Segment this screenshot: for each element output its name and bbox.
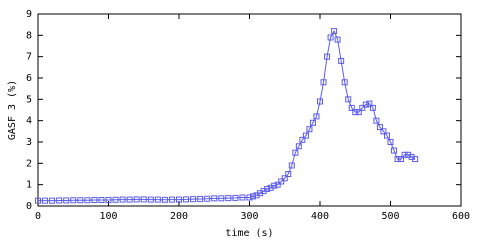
data-point: [317, 98, 323, 105]
data-point: [183, 196, 190, 203]
data-point: [369, 104, 376, 111]
data-point: [154, 196, 161, 203]
data-point: [112, 196, 119, 203]
data-point: [331, 28, 338, 35]
data-point: [126, 196, 133, 203]
data-point: [190, 196, 197, 203]
data-point: [324, 53, 331, 60]
data-point: [348, 104, 355, 111]
data-point: [355, 109, 362, 116]
data-point: [211, 195, 218, 202]
data-point: [239, 194, 246, 201]
y-tick-label: 2: [26, 158, 32, 169]
data-point: [225, 195, 232, 202]
data-point: [292, 149, 299, 156]
data-point: [341, 79, 348, 86]
data-point: [412, 156, 419, 163]
y-tick-label: 6: [26, 73, 32, 84]
data-point: [383, 132, 390, 139]
data-point: [309, 119, 316, 126]
data-point: [366, 100, 373, 107]
data-point: [232, 194, 239, 201]
data-point: [176, 196, 182, 203]
data-point: [320, 79, 327, 86]
data-point: [373, 117, 380, 124]
data-point: [401, 151, 408, 158]
data-point: [264, 185, 271, 192]
y-tick-label: 8: [26, 30, 32, 41]
data-point: [394, 156, 401, 163]
data-point: [63, 197, 70, 204]
data-point: [362, 101, 369, 108]
data-point: [250, 193, 257, 200]
x-tick-label: 400: [311, 211, 329, 222]
data-point: [161, 196, 168, 203]
y-tick-label: 3: [26, 137, 32, 148]
data-point: [49, 197, 56, 204]
data-point: [334, 36, 341, 43]
y-tick-label: 1: [26, 180, 32, 191]
data-point: [84, 197, 91, 204]
data-point: [391, 147, 398, 154]
data-line: [38, 29, 416, 202]
data-point: [140, 196, 147, 203]
data-point: [359, 104, 366, 111]
x-axis-label: time (s): [225, 228, 273, 239]
data-point: [380, 128, 387, 135]
y-axis-label: GASF 3 (%): [7, 80, 18, 140]
data-point: [147, 196, 154, 203]
data-point: [197, 195, 204, 202]
data-point: [306, 126, 313, 133]
data-point: [56, 197, 63, 204]
plot-frame: [37, 13, 462, 207]
data-point: [376, 124, 383, 131]
y-tick-label: 4: [26, 116, 32, 127]
data-point: [105, 197, 112, 204]
data-point: [70, 197, 77, 204]
x-tick-label: 0: [35, 211, 41, 222]
data-point: [345, 96, 352, 103]
data-point: [91, 197, 98, 204]
data-point: [168, 196, 175, 203]
data-point: [246, 194, 253, 201]
data-point: [285, 171, 292, 177]
data-point: [274, 181, 281, 188]
data-point: [302, 132, 309, 139]
x-tick-label: 600: [452, 211, 470, 222]
data-point: [288, 162, 295, 169]
y-tick-label: 5: [26, 94, 32, 105]
x-tick-label: 100: [99, 211, 117, 222]
data-point: [295, 143, 302, 150]
y-tick-label: 7: [26, 52, 32, 63]
data-point: [313, 113, 320, 120]
data-point: [218, 195, 225, 202]
data-point: [119, 196, 126, 203]
data-point: [398, 156, 405, 163]
data-point: [35, 197, 41, 204]
data-point: [281, 175, 288, 182]
data-point: [352, 109, 359, 116]
data-point: [299, 136, 306, 143]
y-tick-label: 9: [26, 9, 32, 20]
x-tick-label: 300: [240, 211, 258, 222]
data-point: [42, 197, 49, 204]
data-point: [77, 197, 84, 204]
data-point: [271, 182, 278, 189]
data-point: [387, 139, 394, 145]
data-point: [327, 34, 334, 41]
data-point: [278, 178, 285, 185]
x-tick-label: 200: [170, 211, 188, 222]
data-point: [133, 196, 140, 203]
data-point: [338, 57, 345, 64]
data-point: [204, 195, 211, 202]
data-point: [98, 197, 105, 204]
y-tick-label: 0: [26, 201, 32, 212]
x-tick-label: 500: [381, 211, 399, 222]
